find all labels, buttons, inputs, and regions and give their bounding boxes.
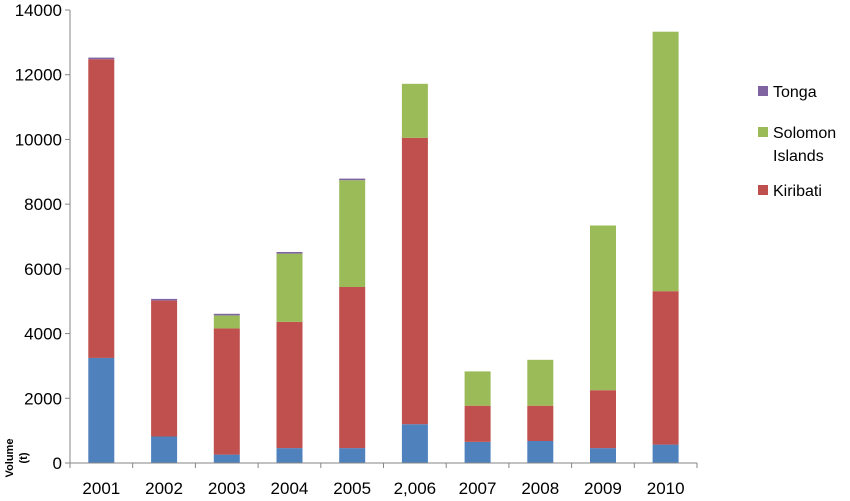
axes-layer — [65, 9, 698, 468]
bar-2005-series-1 — [339, 287, 366, 449]
y-axis-label-line2: (t) — [18, 452, 30, 463]
bar-2006-series-0 — [401, 424, 428, 463]
bar-2010-series-1 — [652, 291, 679, 445]
bar-2005-series-0 — [339, 448, 366, 463]
legend-label: Tonga — [773, 84, 817, 101]
legend-label: Kiribati — [773, 183, 822, 200]
bar-2001-series-1 — [88, 59, 115, 358]
legend-swatch — [758, 127, 768, 137]
bar-2007-series-0 — [464, 442, 491, 463]
bar-2004-series-2 — [276, 253, 303, 322]
bar-2005-series-2 — [339, 180, 366, 287]
bar-2005-series-3 — [339, 178, 366, 181]
legend: Tonga Solomon Islands Kiribati — [758, 84, 836, 200]
bar-2006-series-1 — [401, 137, 428, 425]
bar-2002-series-0 — [151, 436, 178, 463]
x-tick-label: 2008 — [521, 479, 559, 498]
bars-layer — [88, 31, 679, 463]
bar-2001-series-3 — [88, 57, 115, 60]
y-tick-label: 0 — [53, 454, 62, 473]
y-tick-label: 8000 — [24, 195, 62, 214]
legend-label: Solomon — [773, 125, 836, 142]
x-tick-labels: 2001 2002 2003 2004 2005 2,006 2007 2008 2009 201… — [82, 479, 684, 498]
bar-2008-series-0 — [527, 441, 554, 463]
bar-2007-series-2 — [464, 371, 491, 406]
y-tick-labels: 0 2000 4000 6000 8000 10000 12000 14000 — [15, 1, 62, 473]
x-tick-label: 2005 — [333, 479, 371, 498]
x-tick-label: 2,006 — [394, 479, 437, 498]
y-tick-label: 14000 — [15, 1, 62, 20]
x-tick-label: 2003 — [208, 479, 246, 498]
bar-2002-series-3 — [151, 298, 178, 301]
bar-2009-series-1 — [590, 390, 616, 449]
x-tick-label: 2010 — [647, 479, 685, 498]
x-tick-label: 2007 — [459, 479, 497, 498]
x-tick-label: 2001 — [82, 479, 120, 498]
y-axis-label: Volume (t) — [4, 439, 30, 478]
bar-2009-series-0 — [590, 448, 616, 463]
legend-label: Islands — [773, 148, 824, 165]
y-tick-label: 4000 — [24, 325, 62, 344]
y-axis-label-line1: Volume — [4, 439, 16, 478]
legend-swatch — [758, 86, 768, 96]
y-tick-label: 2000 — [24, 389, 62, 408]
x-tick-label: 2002 — [145, 479, 183, 498]
bar-2003-series-1 — [213, 328, 240, 455]
y-tick-label: 6000 — [24, 260, 62, 279]
bar-2008-series-2 — [527, 359, 554, 406]
bar-2004-series-0 — [276, 448, 303, 463]
bar-2010-series-0 — [652, 444, 679, 463]
bar-2008-series-1 — [527, 405, 554, 441]
bar-2001-series-0 — [88, 357, 115, 463]
bar-2009-series-2 — [590, 225, 616, 391]
bar-2003-series-0 — [213, 454, 240, 463]
y-tick-label: 12000 — [15, 66, 62, 85]
legend-swatch — [758, 185, 768, 195]
bar-2007-series-1 — [464, 405, 491, 442]
bar-2006-series-2 — [401, 83, 428, 138]
x-tick-label: 2004 — [271, 479, 309, 498]
bar-2003-series-2 — [213, 315, 240, 329]
bar-2010-series-2 — [652, 31, 679, 292]
y-tick-label: 10000 — [15, 130, 62, 149]
bar-2002-series-1 — [151, 300, 178, 437]
x-tick-label: 2009 — [584, 479, 622, 498]
bar-2004-series-3 — [276, 252, 303, 254]
bar-2004-series-1 — [276, 321, 303, 449]
bar-2003-series-3 — [213, 313, 240, 316]
